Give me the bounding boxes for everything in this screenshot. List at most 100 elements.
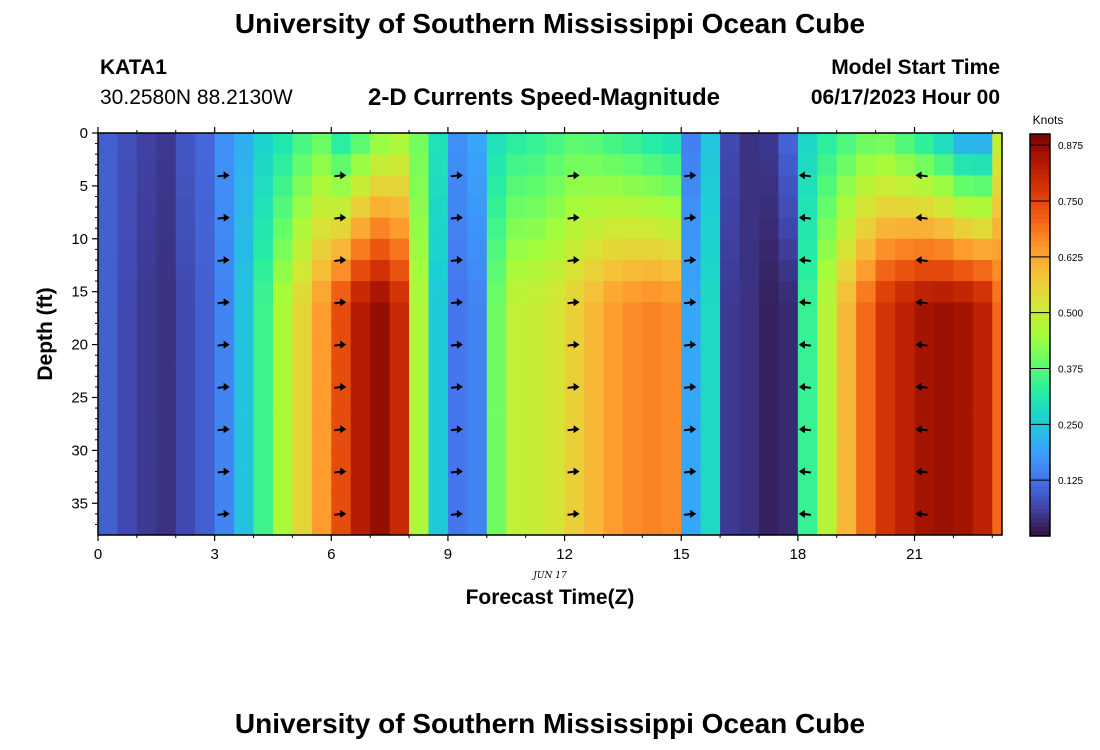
heatmap-cell	[661, 323, 682, 345]
heatmap-cell	[525, 154, 546, 176]
heatmap-cell	[214, 238, 235, 261]
heatmap-cell	[370, 344, 391, 367]
heatmap-cell	[506, 217, 527, 240]
colorbar-segment	[1030, 241, 1050, 247]
heatmap-cell	[739, 450, 760, 472]
heatmap-cell	[253, 429, 274, 451]
heatmap-cell	[700, 365, 721, 388]
heatmap-cell	[98, 408, 118, 430]
heatmap-cell	[875, 450, 896, 472]
colorbar-segment	[1030, 290, 1050, 296]
heatmap-cell	[156, 196, 177, 219]
heatmap-cell	[331, 492, 352, 515]
heatmap-cell	[253, 450, 274, 472]
heatmap-cell	[875, 365, 896, 388]
heatmap-cell	[389, 471, 410, 494]
current-arrow	[217, 340, 230, 349]
heatmap-cell	[700, 450, 721, 472]
heatmap-cell	[350, 408, 371, 430]
heatmap-cell	[642, 302, 663, 324]
heatmap-cell	[253, 238, 274, 261]
heatmap-cell	[584, 175, 604, 197]
heatmap-cell	[214, 408, 235, 430]
heatmap-cell	[778, 513, 799, 536]
heatmap-cell	[467, 492, 488, 515]
heatmap-cell	[447, 471, 468, 494]
heatmap-cell	[992, 492, 1003, 515]
heatmap-cell	[234, 513, 254, 536]
heatmap-cell	[758, 154, 779, 176]
heatmap-cell	[681, 238, 702, 261]
heatmap-cell	[175, 175, 196, 197]
heatmap-cell	[253, 323, 274, 345]
heatmap-cell	[175, 154, 196, 176]
heatmap-cell	[914, 344, 935, 367]
heatmap-cell	[642, 238, 663, 261]
heatmap-cell	[720, 238, 740, 261]
heatmap-cell	[700, 175, 721, 197]
heatmap-cell	[195, 344, 216, 367]
heatmap-cell	[933, 365, 954, 388]
heatmap-cell	[875, 471, 896, 494]
current-arrow	[334, 298, 347, 307]
heatmap-cell	[234, 344, 254, 367]
heatmap-cell	[642, 344, 663, 367]
heatmap-cell	[933, 196, 954, 219]
heatmap-cell	[389, 238, 410, 261]
current-arrow	[217, 509, 230, 518]
heatmap-cell	[933, 238, 954, 261]
colorbar-segment	[1030, 460, 1050, 466]
heatmap-cell	[156, 386, 177, 409]
heatmap-cell	[331, 259, 352, 282]
heatmap-cell	[914, 217, 935, 240]
heatmap-cell	[895, 344, 915, 367]
heatmap-cell	[467, 175, 488, 197]
heatmap-cell	[311, 513, 332, 536]
colorbar-segment	[1030, 491, 1050, 497]
current-arrow	[567, 213, 580, 222]
x-tick-label: 9	[444, 546, 452, 563]
heatmap-cell	[933, 386, 954, 409]
current-arrow	[450, 382, 463, 391]
heatmap-cell	[506, 492, 527, 515]
heatmap-cell	[389, 365, 410, 388]
heatmap-cell	[272, 429, 293, 451]
colorbar-segment	[1030, 446, 1050, 452]
heatmap-cell	[933, 450, 954, 472]
heatmap-cell	[409, 154, 429, 176]
heatmap-cell	[292, 365, 313, 388]
heatmap-cell	[545, 513, 565, 536]
heatmap-cell	[350, 386, 371, 409]
heatmap-cell	[661, 281, 682, 303]
heatmap-cell	[758, 196, 779, 219]
heatmap-cell	[992, 513, 1003, 536]
heatmap-cell	[992, 154, 1003, 176]
heatmap-cell	[136, 196, 157, 219]
colorbar-segment	[1030, 419, 1050, 425]
heatmap-cell	[875, 302, 896, 324]
heatmap-cell	[895, 365, 915, 388]
heatmap-cell	[525, 344, 546, 367]
heatmap-cells	[98, 133, 1003, 536]
colorbar-label: Knots	[1033, 113, 1064, 127]
heatmap-cell	[953, 217, 974, 240]
heatmap-cell	[525, 365, 546, 388]
heatmap-cell	[875, 408, 896, 430]
heatmap-cell	[856, 344, 877, 367]
heatmap-cell	[992, 386, 1003, 409]
heatmap-cell	[758, 238, 779, 261]
heatmap-cell	[370, 471, 391, 494]
heatmap-cell	[622, 429, 643, 451]
colorbar-segment	[1030, 415, 1050, 421]
heatmap-cell	[331, 175, 352, 197]
colorbar-segment	[1030, 201, 1050, 206]
heatmap-cell	[817, 133, 838, 155]
heatmap-cell	[584, 344, 604, 367]
heatmap-cell	[584, 238, 604, 261]
heatmap-cell	[370, 450, 391, 472]
heatmap-cell	[720, 217, 740, 240]
heatmap-cell	[525, 175, 546, 197]
heatmap-cell	[195, 175, 216, 197]
heatmap-cell	[642, 154, 663, 176]
